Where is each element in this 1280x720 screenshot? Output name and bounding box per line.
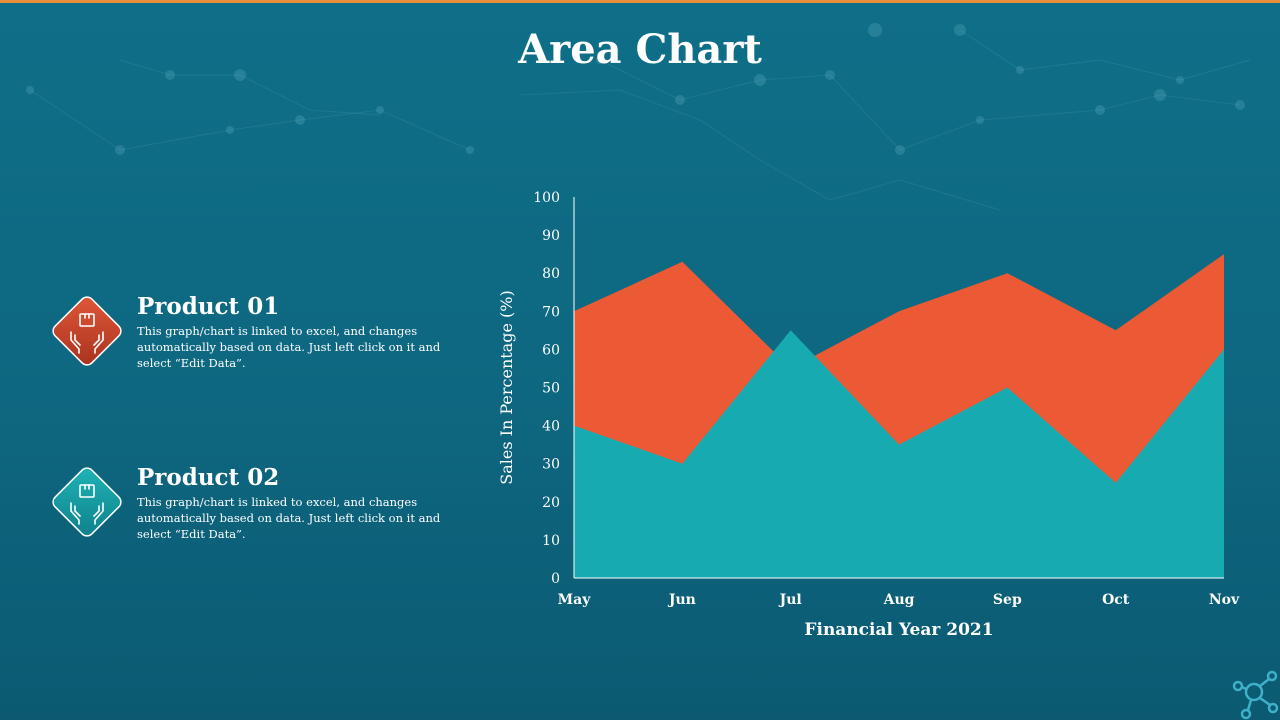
y-tick-label: 0 [551,571,560,587]
area-chart: 0 10 20 30 40 50 60 70 80 90 100 May Jun Jul Aug Sep Oct… [497,190,1240,640]
y-axis-title: Sales In Percentage (%) [497,290,516,484]
slide-title: Area Chart [518,26,762,73]
y-tick-label: 90 [542,228,560,244]
y-tick-label: 20 [542,495,560,511]
y-tick-label: 50 [542,381,560,397]
x-tick-label: Nov [1209,592,1240,608]
x-tick-label: Jun [667,592,696,608]
product-item-01: Product 01 This graph/chart is linked to… [44,288,464,378]
y-tick-label: 60 [542,342,560,358]
product-01-description: This graph/chart is linked to excel, and… [137,324,441,370]
x-axis-title: Financial Year 2021 [804,620,993,640]
x-tick-label: Aug [883,592,915,608]
y-tick-label: 30 [542,457,560,473]
product-02-description: This graph/chart is linked to excel, and… [137,495,441,541]
x-tick-label: Sep [993,592,1022,608]
molecule-icon [1232,670,1279,720]
top-accent-bar [0,0,1280,3]
hands-holding-box-icon [52,467,122,537]
x-tick-label: Oct [1102,592,1130,608]
y-tick-label: 80 [542,266,560,282]
area-series-2 [574,330,1224,578]
product-item-02: Product 02 This graph/chart is linked to… [44,459,464,549]
y-tick-label: 70 [542,304,560,320]
y-tick-label: 40 [542,419,560,435]
hands-holding-box-icon [52,296,122,366]
background-network-pattern [26,23,1251,211]
product-02-title: Product 02 [137,464,280,491]
x-tick-label: May [558,592,592,608]
y-tick-label: 10 [542,533,560,549]
y-tick-label: 100 [533,190,560,206]
product-01-title: Product 01 [137,293,280,320]
x-tick-label: Jul [778,592,802,608]
